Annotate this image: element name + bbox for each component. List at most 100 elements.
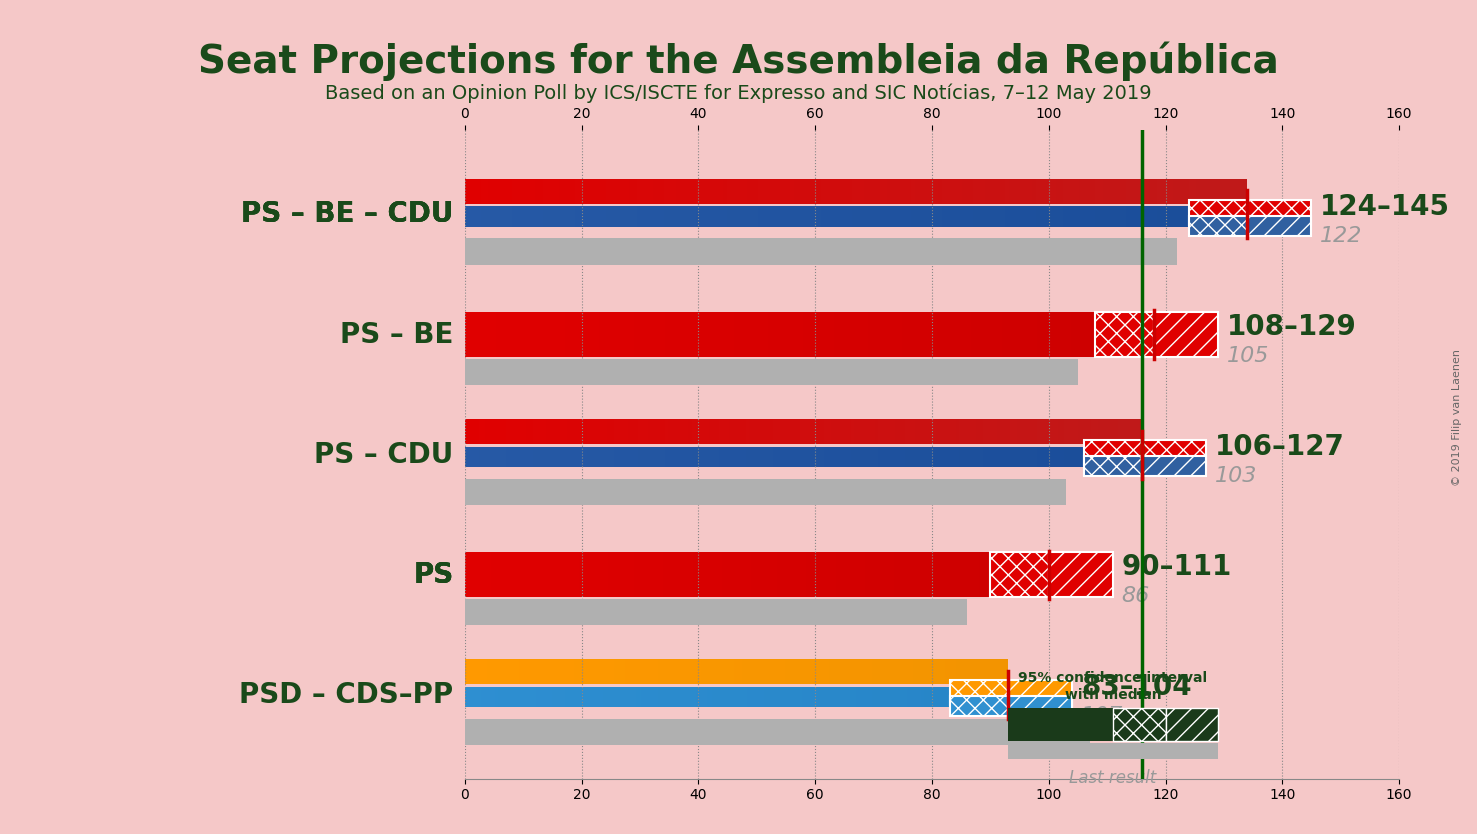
Bar [789, 686, 790, 707]
Bar [468, 659, 470, 685]
Bar [1137, 312, 1140, 357]
Bar [969, 207, 973, 227]
Bar [634, 420, 638, 445]
Bar [922, 659, 923, 685]
Bar [672, 552, 675, 597]
Bar [969, 179, 973, 204]
Bar [634, 312, 637, 357]
Bar [1001, 179, 1004, 204]
Text: PS – BE – CDU: PS – BE – CDU [241, 200, 453, 229]
Bar [617, 659, 620, 685]
Bar [610, 207, 613, 227]
Bar [738, 686, 741, 707]
Bar [634, 686, 637, 707]
Bar [756, 552, 759, 597]
Bar [923, 552, 926, 597]
Bar [722, 446, 725, 467]
Bar [471, 420, 476, 445]
Bar [1143, 312, 1148, 357]
Bar [645, 179, 648, 204]
Bar [993, 312, 995, 357]
Bar [1019, 552, 1022, 597]
Bar [725, 420, 730, 445]
Bar [1142, 440, 1207, 465]
Bar [944, 312, 947, 357]
Bar [1034, 312, 1037, 357]
Bar [973, 686, 975, 707]
Bar [684, 179, 688, 204]
Bar [629, 179, 634, 204]
Bar [1031, 552, 1034, 597]
Bar [738, 179, 743, 204]
Bar [985, 207, 990, 227]
Bar [727, 312, 730, 357]
Bar [580, 420, 583, 445]
Bar [585, 552, 588, 597]
Bar [499, 420, 502, 445]
Bar [1050, 420, 1055, 445]
Bar [611, 686, 614, 707]
Bar [614, 659, 617, 685]
Bar [902, 207, 907, 227]
Bar [1114, 179, 1118, 204]
Bar [908, 552, 911, 597]
Bar [579, 207, 582, 227]
Bar [589, 312, 592, 357]
Text: PS – CDU: PS – CDU [315, 440, 453, 469]
Bar [880, 659, 883, 685]
Bar [709, 420, 712, 445]
Bar [536, 686, 538, 707]
Bar [886, 659, 889, 685]
Bar [734, 686, 737, 707]
Bar [851, 420, 854, 445]
Bar [923, 207, 926, 227]
Bar [1068, 312, 1071, 357]
Bar [796, 312, 799, 357]
Bar [935, 686, 938, 707]
Bar [1137, 207, 1142, 227]
Bar [982, 312, 985, 357]
Bar [638, 446, 641, 467]
Bar [1037, 446, 1041, 467]
Bar [758, 686, 761, 707]
Bar [809, 552, 812, 597]
Bar [476, 446, 479, 467]
Bar [913, 686, 916, 707]
Bar [696, 552, 699, 597]
Bar [787, 420, 790, 445]
Bar [802, 207, 805, 227]
Bar [653, 179, 657, 204]
Bar [950, 179, 954, 204]
Bar [899, 312, 902, 357]
Bar [905, 446, 908, 467]
Bar [492, 207, 496, 227]
Bar [496, 312, 499, 357]
Bar [731, 686, 734, 707]
Bar [770, 420, 772, 445]
Bar [510, 420, 513, 445]
Bar [973, 420, 976, 445]
Bar [902, 552, 905, 597]
Bar [480, 179, 484, 204]
Bar [604, 686, 606, 707]
Bar [864, 312, 868, 357]
Bar [891, 207, 895, 227]
Bar [520, 312, 523, 357]
Bar [750, 686, 753, 707]
Bar [609, 659, 611, 685]
Bar [1060, 312, 1065, 357]
Bar [1196, 207, 1201, 227]
Bar [973, 207, 978, 227]
Bar [1120, 312, 1123, 357]
Bar [895, 207, 899, 227]
Bar [835, 446, 837, 467]
Bar [756, 446, 759, 467]
Bar [743, 446, 746, 467]
Bar [962, 659, 964, 685]
Bar [806, 420, 811, 445]
Bar [538, 686, 541, 707]
Bar [1007, 742, 1219, 760]
Bar [851, 659, 854, 685]
Bar [848, 446, 851, 467]
Bar [845, 420, 848, 445]
